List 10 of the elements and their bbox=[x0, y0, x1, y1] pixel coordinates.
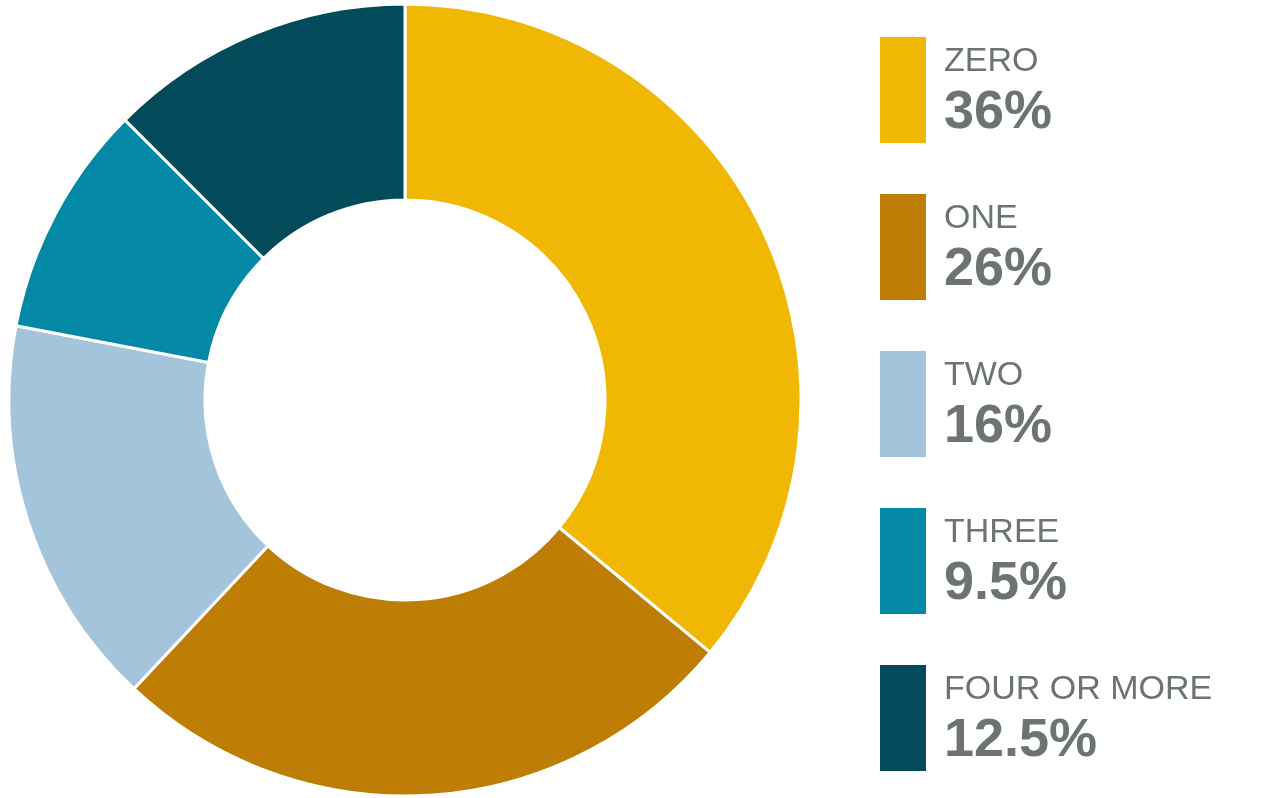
legend-label: TWO bbox=[944, 353, 1025, 393]
data-label: 12.5% bbox=[944, 707, 1099, 767]
data-label: 16% bbox=[944, 393, 1053, 453]
legend-label: THREE bbox=[944, 510, 1061, 550]
legend-label: ONE bbox=[944, 196, 1019, 236]
data-label: 9.5% bbox=[944, 550, 1068, 610]
legend-label: FOUR OR MORE bbox=[944, 667, 1213, 707]
legend-label: ZERO bbox=[944, 39, 1040, 79]
data-label: 26% bbox=[944, 236, 1053, 296]
data-label: 36% bbox=[944, 79, 1053, 139]
